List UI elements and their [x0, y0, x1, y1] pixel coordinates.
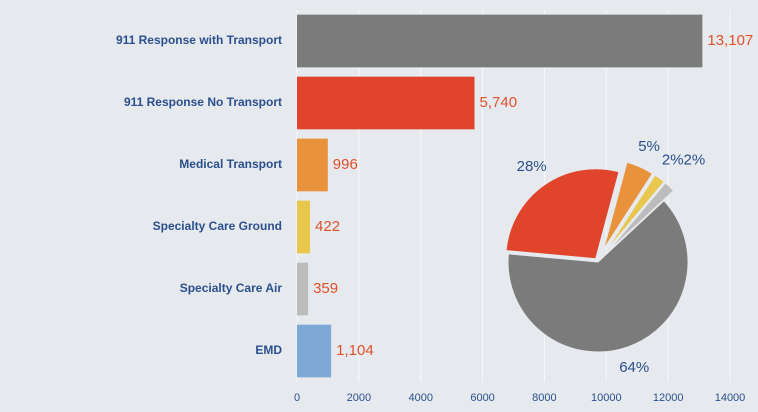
category-label: 911 Response with Transport	[116, 33, 282, 47]
pie-slice	[603, 161, 654, 250]
pie-slice	[607, 182, 675, 253]
x-tick-label: 12000	[653, 392, 684, 404]
slice-label: 2%	[684, 151, 706, 168]
category-label: 911 Response No Transport	[124, 95, 282, 109]
x-tick-label: 6000	[470, 392, 494, 404]
value-label: 5,740	[480, 94, 518, 111]
bar	[297, 14, 703, 68]
slice-label: 5%	[638, 138, 660, 155]
value-label: 359	[313, 280, 338, 297]
bar	[297, 262, 309, 316]
value-label: 1,104	[336, 342, 374, 359]
x-tick-label: 14000	[715, 392, 746, 404]
value-label: 13,107	[707, 32, 753, 49]
bar	[297, 200, 311, 254]
category-label: Specialty Care Air	[180, 281, 283, 295]
pie-slice	[507, 200, 689, 353]
category-label: Specialty Care Ground	[153, 219, 282, 233]
bar	[297, 138, 328, 192]
slice-label: 28%	[517, 158, 547, 175]
x-tick-label: 8000	[532, 392, 556, 404]
pie-slice	[605, 174, 665, 252]
x-tick-label: 2000	[347, 392, 371, 404]
value-label: 422	[315, 218, 340, 235]
bar	[297, 76, 475, 130]
value-label: 996	[333, 156, 358, 173]
x-tick-label: 0	[294, 392, 300, 404]
category-label: EMD	[255, 343, 282, 357]
category-label: Medical Transport	[179, 157, 282, 171]
slice-label: 2%	[662, 152, 684, 169]
x-tick-label: 4000	[408, 392, 432, 404]
slice-label: 64%	[619, 359, 649, 376]
pie-slice	[505, 168, 620, 260]
x-tick-label: 10000	[591, 392, 622, 404]
bar	[297, 324, 332, 378]
